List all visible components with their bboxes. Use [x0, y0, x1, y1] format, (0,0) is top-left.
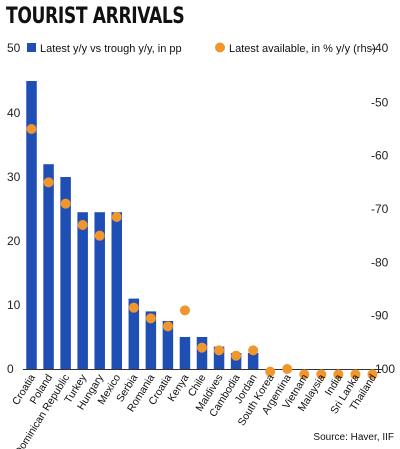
dot	[43, 177, 54, 188]
y-right-tick-label: -40	[371, 41, 389, 55]
bar	[111, 212, 123, 369]
bar	[179, 337, 191, 369]
dot	[248, 345, 259, 356]
y-right-tick-label: -60	[371, 149, 389, 163]
dot	[231, 350, 242, 361]
dot	[94, 230, 105, 241]
legend-label-dots: Latest available, in % y/y (rhs)	[229, 43, 376, 55]
dot	[316, 369, 327, 380]
legend-marker-dots	[215, 42, 225, 53]
y-left-tick-label: 30	[7, 170, 21, 184]
dot	[162, 321, 173, 332]
dot	[350, 369, 361, 380]
bar	[247, 353, 259, 369]
dot	[214, 345, 225, 356]
dot	[265, 366, 276, 377]
bar	[213, 346, 225, 369]
y-right-tick-label: -80	[371, 255, 389, 269]
dot	[282, 364, 293, 374]
dot	[77, 220, 88, 230]
dot	[60, 198, 71, 209]
dot	[128, 302, 139, 313]
dot	[179, 305, 190, 316]
source-note: Source: Haver, IIF	[313, 432, 394, 443]
chart-title: TOURIST ARRIVALS	[6, 4, 185, 29]
y-left-tick-label: 50	[7, 41, 21, 55]
bar	[60, 177, 71, 369]
legend-swatch-bars	[27, 43, 36, 52]
dot	[333, 369, 344, 380]
bar	[43, 164, 54, 369]
y-left-tick-label: 40	[7, 106, 21, 120]
bar	[94, 212, 105, 369]
bar	[145, 311, 157, 369]
legend-label-bars: Latest y/y vs trough y/y, in pp	[40, 43, 182, 55]
bar	[162, 321, 174, 369]
y-right-tick-label: -50	[371, 95, 389, 109]
y-left-tick-label: 0	[7, 362, 14, 376]
dot	[145, 313, 156, 324]
bar	[128, 298, 140, 369]
dot	[197, 342, 207, 353]
bar	[77, 212, 88, 369]
dot	[299, 369, 310, 380]
y-left-tick-label: 20	[7, 234, 21, 248]
bar	[26, 81, 37, 369]
y-right-tick-label: -70	[371, 202, 389, 216]
bar	[230, 353, 242, 369]
dot	[26, 124, 37, 134]
dot	[111, 212, 122, 222]
y-left-tick-label: 10	[7, 298, 21, 312]
bar	[196, 337, 208, 369]
dot	[367, 369, 378, 380]
y-right-tick-label: -90	[371, 309, 389, 323]
